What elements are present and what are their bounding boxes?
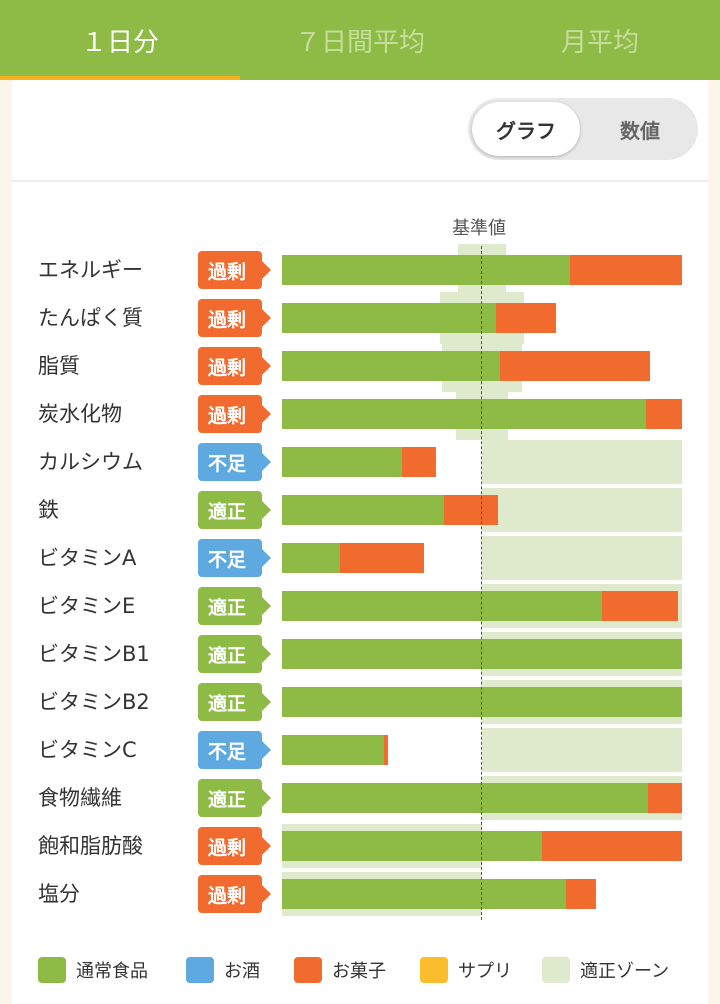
legend-item-snack: お菓子 (294, 956, 386, 984)
legend-label-proper-zone: 適正ゾーン (580, 961, 670, 982)
nutrient-name: 飽和脂肪酸 (38, 834, 143, 858)
status-badge: 適正 (198, 587, 271, 625)
food-bar (282, 543, 340, 573)
status-badge: 過剰 (198, 395, 271, 433)
snack-bar (444, 495, 498, 525)
nutrient-row[interactable]: たんぱく質 過剰 (12, 292, 708, 344)
status-badge: 適正 (198, 683, 271, 721)
proper-zone (482, 728, 682, 772)
nutrient-name: カルシウム (38, 450, 143, 474)
snack-bar (602, 591, 678, 621)
reference-line (481, 246, 482, 920)
food-bar (282, 255, 570, 285)
status-badge: 過剰 (198, 827, 271, 865)
nutrient-row[interactable]: ビタミンB1 適正 (12, 632, 708, 676)
snack-bar (384, 735, 388, 765)
food-bar (282, 735, 384, 765)
nutrient-name: ビタミンB2 (38, 690, 150, 714)
legend-swatch-supplement (420, 957, 448, 983)
numeric-view-button[interactable]: 数値 (620, 118, 660, 143)
nutrient-name: 脂質 (38, 354, 80, 378)
view-toggle: グラフ 数値 (468, 98, 698, 160)
nutrient-row[interactable]: 脂質 過剰 (12, 340, 708, 392)
status-badge: 不足 (198, 731, 271, 769)
nutrient-row[interactable]: ビタミンC 不足 (12, 728, 708, 772)
status-badge: 不足 (198, 443, 271, 481)
legend-label-food: 通常食品 (76, 961, 148, 982)
status-badge: 過剰 (198, 347, 271, 385)
status-badge: 適正 (198, 779, 271, 817)
reference-value-label: 基準値 (452, 218, 506, 239)
snack-bar (566, 879, 596, 909)
proper-zone (482, 536, 682, 580)
nutrient-name: ビタミンE (38, 594, 136, 618)
nutrient-row[interactable]: ビタミンA 不足 (12, 536, 708, 580)
graph-view-button[interactable]: グラフ (472, 102, 580, 156)
legend-label-supplement: サプリ (458, 961, 512, 982)
proper-zone (482, 488, 682, 532)
nutrient-name: 塩分 (38, 882, 80, 906)
nutrient-row[interactable]: 鉄 適正 (12, 488, 708, 532)
food-bar (282, 447, 402, 477)
nutrient-name: ビタミンC (38, 738, 137, 762)
nutrient-name: エネルギー (38, 258, 143, 282)
nutrition-card: グラフ 数値 基準値 エネルギー 過剰 たんぱく質 過剰 脂質 過剰 炭水化物 過剰 カルシウム… (12, 80, 708, 1004)
snack-bar (646, 399, 682, 429)
legend: 通常食品 お酒 お菓子 サプリ 適正ゾーン (12, 950, 708, 990)
food-bar (282, 687, 682, 717)
status-badge: 過剰 (198, 251, 271, 289)
legend-item-food: 通常食品 (38, 956, 148, 984)
nutrient-name: 炭水化物 (38, 402, 122, 426)
nutrient-row[interactable]: エネルギー 過剰 (12, 244, 708, 296)
food-bar (282, 495, 444, 525)
period-tabs: １日分 ７日間平均 月平均 (0, 0, 720, 80)
nutrient-row[interactable]: 食物繊維 適正 (12, 776, 708, 820)
snack-bar (542, 831, 682, 861)
status-badge: 不足 (198, 539, 271, 577)
nutrient-name: ビタミンA (38, 546, 137, 570)
legend-label-snack: お菓子 (332, 961, 386, 982)
nutrient-row[interactable]: 飽和脂肪酸 過剰 (12, 824, 708, 868)
snack-bar (570, 255, 682, 285)
nutrient-name: ビタミンB1 (38, 642, 150, 666)
status-badge: 適正 (198, 635, 271, 673)
divider (12, 180, 708, 182)
legend-swatch-alcohol (186, 957, 214, 983)
tab-monthly-average[interactable]: 月平均 (560, 27, 639, 58)
snack-bar (340, 543, 424, 573)
food-bar (282, 399, 646, 429)
nutrient-row[interactable]: カルシウム 不足 (12, 440, 708, 484)
snack-bar (496, 303, 556, 333)
food-bar (282, 639, 682, 669)
legend-swatch-food (38, 957, 66, 983)
snack-bar (402, 447, 436, 477)
legend-item-supplement: サプリ (420, 956, 512, 984)
status-badge: 過剰 (198, 875, 271, 913)
legend-swatch-proper-zone (542, 957, 570, 983)
snack-bar (648, 783, 682, 813)
nutrient-row[interactable]: ビタミンB2 適正 (12, 680, 708, 724)
food-bar (282, 879, 566, 909)
status-badge: 過剰 (198, 299, 271, 337)
legend-item-proper-zone: 適正ゾーン (542, 956, 669, 984)
nutrient-name: 食物繊維 (38, 786, 122, 810)
nutrient-row[interactable]: 炭水化物 過剰 (12, 388, 708, 440)
proper-zone (482, 440, 682, 484)
status-badge: 適正 (198, 491, 271, 529)
nutrient-row[interactable]: 塩分 過剰 (12, 872, 708, 916)
food-bar (282, 783, 648, 813)
legend-swatch-snack (294, 957, 322, 983)
food-bar (282, 351, 500, 381)
nutrient-row[interactable]: ビタミンE 適正 (12, 584, 708, 628)
tab-seven-day-average[interactable]: ７日間平均 (294, 27, 425, 58)
nutrient-name: たんぱく質 (38, 306, 143, 330)
food-bar (282, 831, 542, 861)
tab-one-day[interactable]: １日分 (0, 0, 240, 80)
snack-bar (500, 351, 650, 381)
legend-item-alcohol: お酒 (186, 956, 260, 984)
food-bar (282, 303, 496, 333)
food-bar (282, 591, 602, 621)
legend-label-alcohol: お酒 (224, 961, 260, 982)
nutrient-name: 鉄 (38, 498, 59, 522)
